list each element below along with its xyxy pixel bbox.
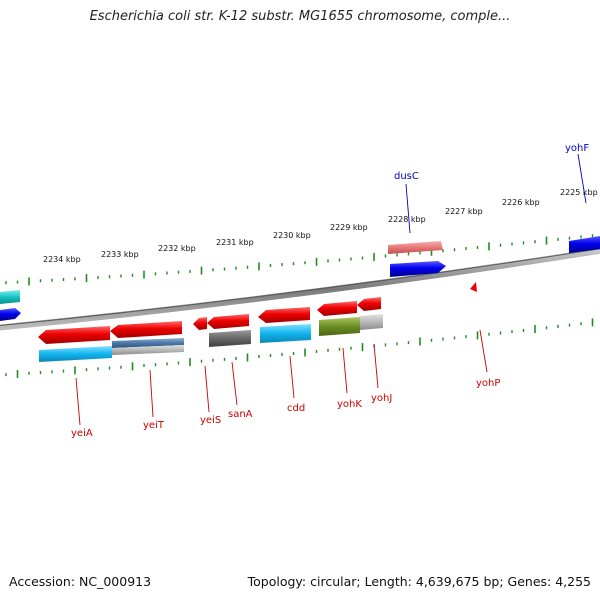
label-leader-lines — [75, 153, 587, 426]
scale-label: 2228 kbp — [388, 215, 426, 224]
feature-arrow-sanA-cds[interactable] — [209, 330, 251, 347]
scale-ticks-inner — [5, 318, 594, 378]
feature-arrow-yeiA-cds[interactable] — [39, 346, 112, 362]
forward-strand-features — [0, 236, 600, 321]
feature-arrow-yohJ-cds[interactable] — [360, 314, 383, 330]
feature-arrow-yeiT[interactable] — [110, 321, 182, 338]
feature-arrow[interactable] — [0, 308, 21, 321]
map-title: Escherichia coli str. K-12 substr. MG165… — [89, 9, 511, 24]
scale-label: 2229 kbp — [330, 223, 368, 232]
feature-arrow-yohK-cds[interactable] — [319, 317, 360, 336]
leader-line-yeiT — [149, 369, 154, 418]
gene-label-dusC[interactable]: dusC — [394, 171, 419, 182]
feature-arrow-yohJ[interactable] — [357, 297, 381, 311]
leader-line-yohJ — [373, 343, 379, 389]
scale-label: 2233 kbp — [101, 250, 139, 259]
gene-label-cdd[interactable]: cdd — [287, 403, 305, 414]
leader-line-yohK — [342, 347, 348, 394]
gene-label-yohJ[interactable]: yohJ — [371, 393, 392, 404]
scale-labels: 2234 kbp 2233 kbp 2232 kbp 2231 kbp 2230… — [43, 188, 598, 264]
leader-line-sanA — [231, 361, 238, 406]
feature-arrow-yohP[interactable] — [470, 282, 477, 292]
accession-text: Accession: NC_000913 — [9, 574, 152, 589]
scale-label: 2231 kbp — [216, 238, 254, 247]
feature-arrow-cdd-cds[interactable] — [260, 324, 311, 343]
gene-label-sanA[interactable]: sanA — [228, 409, 253, 420]
scale-label: 2227 kbp — [445, 207, 483, 216]
feature-arrow-yohK[interactable] — [317, 301, 357, 316]
scale-label: 2225 kbp — [560, 188, 598, 197]
gene-label-yeiS[interactable]: yeiS — [200, 415, 221, 426]
summary-text: Topology: circular; Length: 4,639,675 bp… — [247, 574, 591, 589]
gene-labels: dusC yohF yeiA yeiT yeiS sanA cdd yohK y… — [71, 143, 589, 439]
feature-arrow-yeiT-cds[interactable] — [112, 338, 184, 348]
gene-label-yohF[interactable]: yohF — [565, 143, 589, 154]
gene-label-yeiT[interactable]: yeiT — [143, 420, 165, 431]
scale-ticks-outer — [5, 234, 594, 286]
reverse-strand-features — [38, 282, 477, 362]
feature-arrow[interactable] — [0, 290, 20, 304]
feature-arrow-yohF[interactable] — [569, 236, 600, 253]
leader-line-cdd — [289, 355, 295, 399]
gene-label-yohK[interactable]: yohK — [337, 399, 362, 410]
leader-line-yeiA — [75, 377, 81, 426]
chromosome-backbone-edge — [0, 248, 600, 327]
feature-arrow-yeiA[interactable] — [38, 326, 110, 344]
leader-line-dusC — [405, 183, 411, 234]
chromosome-backbone — [0, 247, 600, 331]
feature-arrow-dusC[interactable] — [388, 241, 443, 254]
gene-label-yeiA[interactable]: yeiA — [71, 428, 93, 439]
leader-line-yeiS — [204, 365, 210, 413]
feature-arrow-sanA[interactable] — [207, 314, 249, 329]
gene-label-yohP[interactable]: yohP — [476, 378, 500, 389]
leader-line-yohP — [479, 329, 488, 373]
feature-arrow-yeiT-misc[interactable] — [112, 345, 184, 355]
leader-line-yohF — [577, 153, 587, 204]
scale-label: 2230 kbp — [273, 231, 311, 240]
feature-arrow-cdd[interactable] — [258, 307, 310, 323]
scale-label: 2226 kbp — [502, 198, 540, 207]
scale-label: 2234 kbp — [43, 255, 81, 264]
feature-arrow-yeiS[interactable] — [193, 317, 207, 330]
feature-arrow-dusC-gene[interactable] — [390, 261, 446, 277]
scale-label: 2232 kbp — [158, 244, 196, 253]
